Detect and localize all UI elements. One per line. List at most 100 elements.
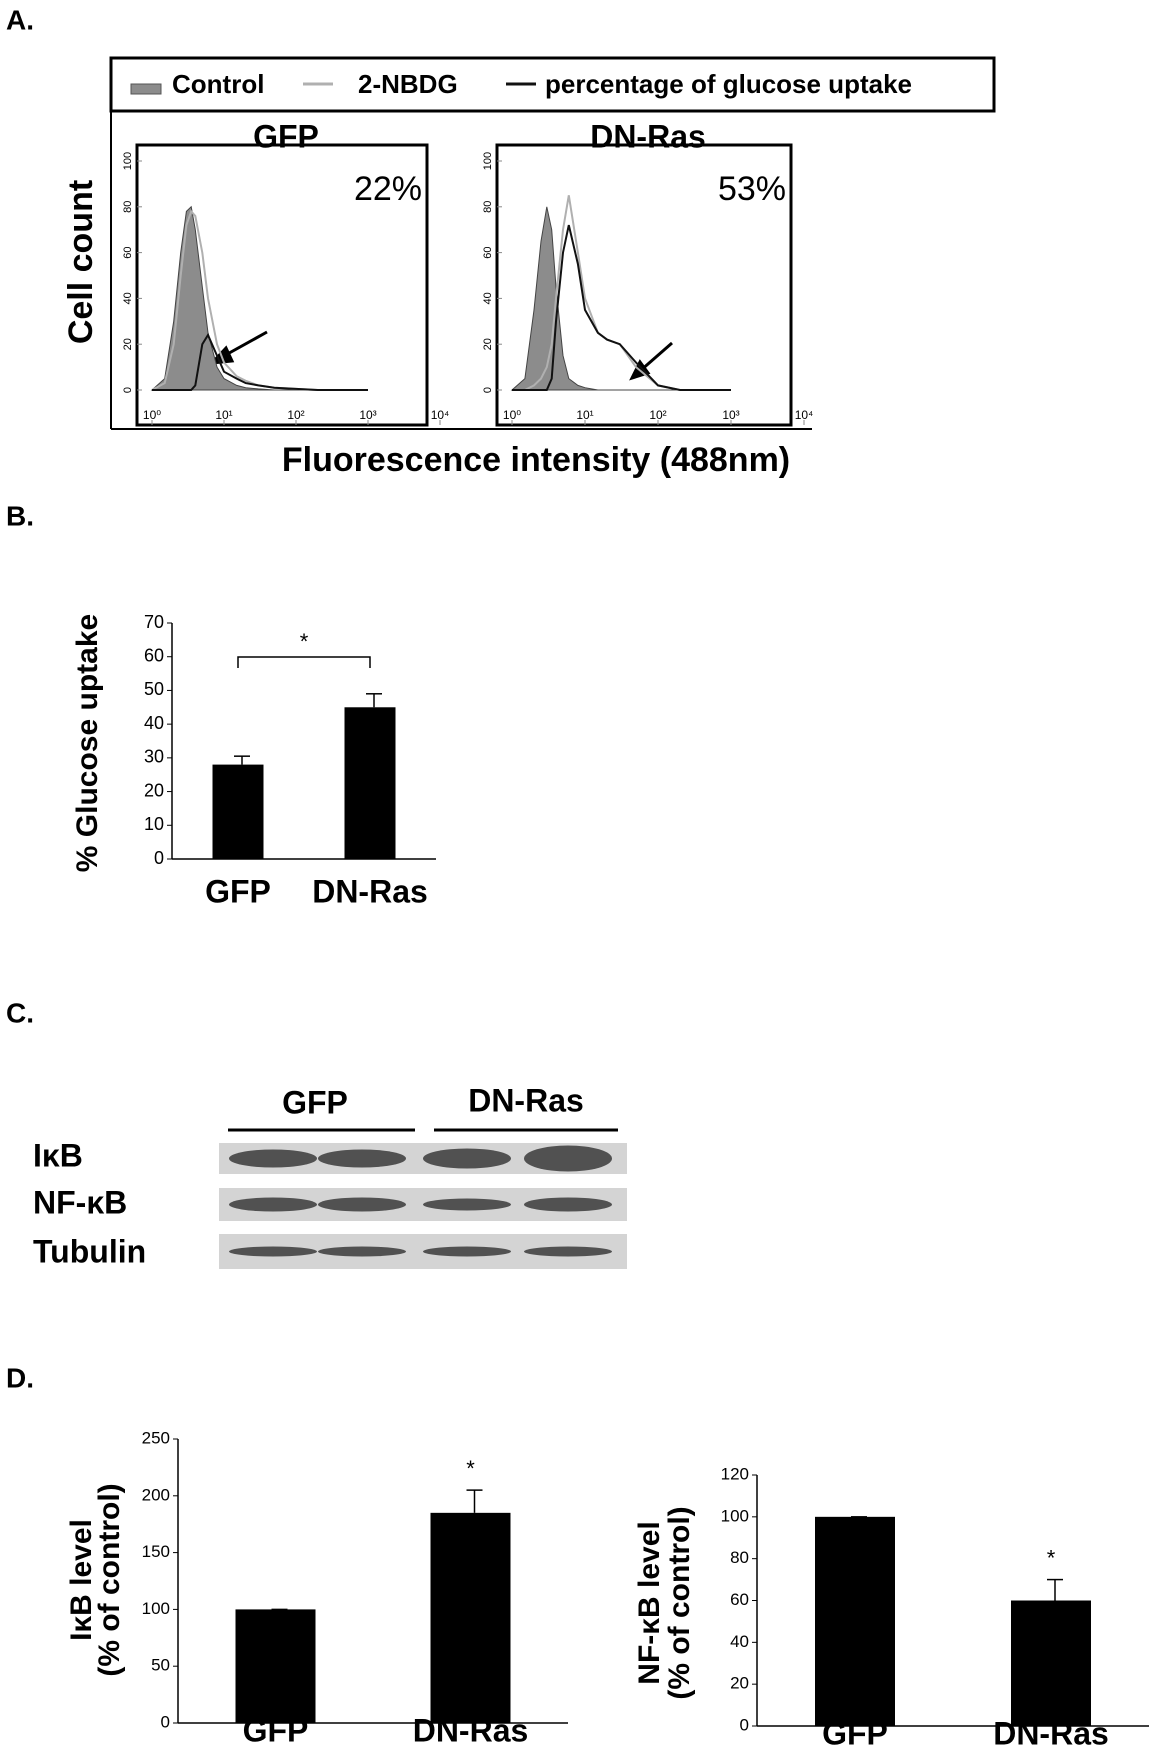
x-tick-label: 10⁰ [503, 408, 521, 422]
legend-label: percentage of glucose uptake [545, 69, 912, 99]
legend-label: Control [172, 69, 264, 99]
y-tick-label: 80 [730, 1548, 749, 1567]
y-tick-label: 60 [122, 246, 134, 258]
y-axis-label: (% of control) [663, 1506, 696, 1699]
y-axis-label: (% of control) [93, 1483, 126, 1676]
y-tick-label: 0 [482, 387, 494, 393]
x-tick-label: 10⁰ [143, 408, 161, 422]
blot-band [318, 1246, 406, 1257]
blot-band [229, 1197, 317, 1212]
group-label: GFP [282, 1084, 348, 1120]
blot-band [229, 1149, 317, 1168]
annotation: 22% [354, 170, 422, 208]
y-tick-label: 100 [142, 1599, 170, 1618]
legend-box [109, 56, 996, 113]
annotation: 53% [718, 170, 786, 208]
y-tick-label: 50 [144, 679, 164, 699]
significance-bracket [237, 656, 371, 668]
row-label: Tubulin [33, 1233, 146, 1269]
bar [344, 707, 396, 859]
panel-label: B. [6, 500, 34, 531]
y-tick-label: 100 [122, 152, 134, 170]
x-tick-label: 10² [649, 408, 666, 422]
blot-band [229, 1246, 317, 1257]
y-tick-label: 0 [154, 848, 164, 868]
blot-band [318, 1149, 406, 1168]
x-tick-label: 10² [287, 408, 304, 422]
y-tick-label: 200 [142, 1485, 170, 1504]
legend-swatch [130, 83, 162, 95]
y-axis-label: NF-κB level [633, 1521, 666, 1684]
blot-band [318, 1197, 406, 1212]
y-tick-label: 20 [730, 1674, 749, 1693]
bar [430, 1512, 511, 1723]
blot-band [524, 1145, 612, 1172]
row-label: IκB [33, 1137, 83, 1173]
panel-label: D. [6, 1362, 34, 1393]
y-tick-label: 250 [142, 1428, 170, 1447]
y-axis-label: % Glucose uptake [71, 614, 104, 872]
histogram-line [512, 224, 731, 391]
bar [815, 1516, 895, 1726]
y-tick-label: 60 [730, 1590, 749, 1609]
y-tick-label: 20 [482, 338, 494, 350]
y-tick-label: 30 [144, 747, 164, 767]
panel-title: GFP [253, 118, 319, 154]
x-tick-label: GFP [205, 873, 271, 909]
y-tick-label: 40 [730, 1632, 749, 1651]
blot-band [423, 1198, 511, 1211]
y-tick-label: 120 [721, 1464, 749, 1483]
x-tick-label: 10¹ [215, 408, 232, 422]
y-tick-label: 20 [144, 780, 164, 800]
y-axis-label: IκB level [65, 1519, 98, 1641]
y-tick-label: 10 [144, 814, 164, 834]
y-tick-label: 70 [144, 612, 164, 632]
y-tick-label: 80 [122, 201, 134, 213]
x-tick-label: 10⁴ [795, 408, 814, 422]
y-tick-label: 60 [144, 645, 164, 665]
panel-label: A. [6, 4, 34, 35]
bar [235, 1609, 316, 1723]
x-tick-label: DN-Ras [312, 873, 428, 909]
row-label: NF-κB [33, 1184, 127, 1220]
y-tick-label: 40 [482, 292, 494, 304]
y-tick-label: 20 [122, 338, 134, 350]
panel-label: C. [6, 997, 34, 1028]
blot-band [423, 1148, 511, 1169]
y-tick-label: 0 [161, 1712, 170, 1731]
histogram-line [152, 332, 368, 391]
x-tick-label: 10³ [722, 408, 739, 422]
x-tick-label: 10¹ [576, 408, 593, 422]
legend-label: 2-NBDG [358, 69, 458, 99]
bar [1011, 1600, 1091, 1726]
y-tick-label: 40 [122, 292, 134, 304]
plot-frame [495, 143, 793, 427]
significance-mark: * [300, 629, 309, 654]
y-tick-label: 80 [482, 201, 494, 213]
blot-band [524, 1197, 612, 1212]
bar [212, 764, 264, 859]
x-axis-label: Fluorescence intensity (488nm) [282, 441, 790, 479]
y-tick-label: 100 [721, 1506, 749, 1525]
y-tick-label: 60 [482, 246, 494, 258]
y-axis-label: Cell count [62, 180, 100, 344]
arrow [639, 341, 673, 373]
plot-frame [135, 143, 429, 427]
panel-title: DN-Ras [590, 118, 706, 154]
group-label: DN-Ras [468, 1082, 584, 1118]
y-tick-label: 50 [151, 1656, 170, 1675]
histogram-line [512, 195, 731, 391]
y-tick-label: 0 [122, 387, 134, 393]
significance-mark: * [1047, 1545, 1056, 1570]
blot-band [423, 1246, 511, 1257]
y-tick-label: 40 [144, 713, 164, 733]
significance-mark: * [466, 1456, 475, 1481]
histogram-area [150, 205, 368, 391]
x-tick-label: 10⁴ [431, 408, 450, 422]
y-tick-label: 150 [142, 1542, 170, 1561]
blot-band [524, 1246, 612, 1257]
y-tick-label: 100 [482, 152, 494, 170]
y-tick-label: 0 [740, 1715, 749, 1734]
